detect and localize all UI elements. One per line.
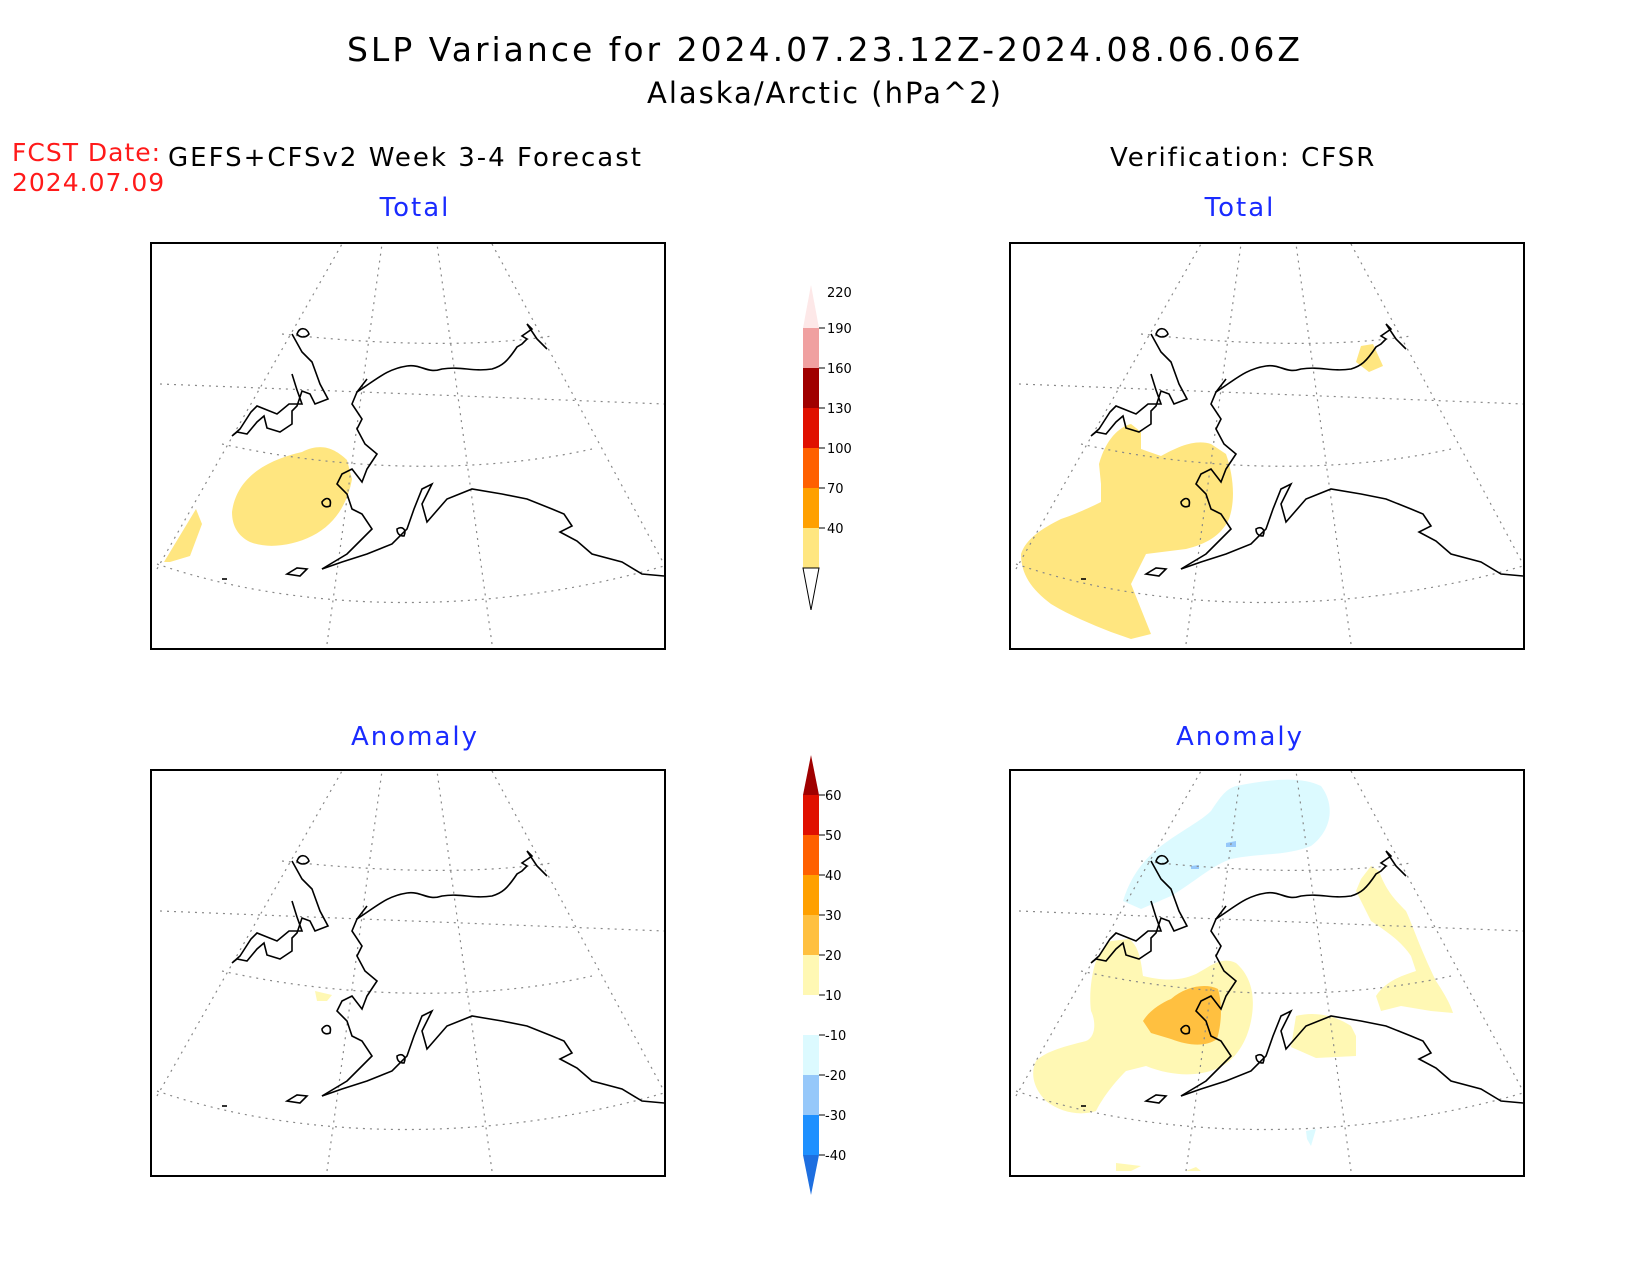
main-subtitle: Alaska/Arctic (hPa^2)	[647, 76, 1003, 110]
cbar-anomaly-label: 60	[825, 789, 842, 804]
cbar-anomaly-label: 10	[825, 989, 842, 1004]
cbar-total-160-190	[803, 368, 819, 408]
forecast-total-title: Total	[379, 193, 451, 223]
cbar-total-bottom-triangle	[802, 567, 820, 610]
fill-40-70	[164, 447, 352, 562]
coastline	[1081, 850, 1523, 1107]
coastline	[222, 323, 664, 580]
lat-lon-grid	[1015, 244, 1523, 645]
cbar-total-label: 100	[827, 442, 852, 457]
cbar-total-label: 160	[827, 362, 852, 377]
cbar-anomaly-label: -40	[825, 1149, 846, 1164]
cbar-anom-top-triangle	[803, 755, 819, 795]
cbar-total-70-100	[803, 488, 819, 528]
cbar-total-label: 130	[827, 402, 852, 417]
forecast-anomaly-map	[150, 769, 666, 1177]
verification-anomaly-map	[1009, 769, 1525, 1177]
main-title: SLP Variance for 2024.07.23.12Z-2024.08.…	[346, 30, 1304, 69]
cbar-total-190-220	[803, 328, 819, 368]
anomaly-colorbar: 60 50 40 30 20 10 -10 -20 -30 -40	[803, 755, 846, 1195]
fcst-date-value: 2024.07.09	[12, 168, 166, 197]
lat-lon-grid	[1015, 771, 1523, 1172]
forecast-total-map	[150, 242, 666, 650]
verification-total-map	[1009, 242, 1525, 650]
cbar-total-100-130	[803, 448, 819, 488]
cbar-anomaly-label: 40	[825, 869, 842, 884]
cbar-anomaly-label: 30	[825, 909, 842, 924]
fill-10-20	[1033, 866, 1453, 1171]
cbar-total-label: 190	[827, 322, 852, 337]
cbar-anomaly-label: -10	[825, 1029, 846, 1044]
lat-lon-grid	[156, 244, 664, 645]
lat-lon-grid	[156, 771, 664, 1172]
cbar-anom-neutral	[803, 995, 819, 1035]
fill-40-70	[1021, 344, 1383, 639]
cbar-total-label: 40	[827, 522, 844, 537]
forecast-anomaly-title: Anomaly	[350, 722, 480, 752]
cbar-anom-minus10-minus20	[803, 1035, 819, 1075]
cbar-anomaly-label: 20	[825, 949, 842, 964]
cbar-total-label: 70	[827, 482, 844, 497]
cbar-anom-30-40	[803, 875, 819, 915]
cbar-anom-bottom-triangle	[803, 1155, 819, 1195]
cbar-anom-50-60	[803, 795, 819, 835]
cbar-total-40-70	[803, 528, 819, 568]
cbar-anom-10-20	[803, 955, 819, 995]
cbar-anom-40-50	[803, 835, 819, 875]
coastline	[1081, 323, 1523, 580]
forecast-heading: GEFS+CFSv2 Week 3-4 Forecast	[168, 143, 643, 173]
cbar-anom-minus20-minus30	[803, 1075, 819, 1115]
total-colorbar: 40 70 100 130 160 190 220	[802, 285, 852, 610]
cbar-anomaly-label: -30	[825, 1109, 846, 1124]
verification-anomaly-title: Anomaly	[1175, 722, 1305, 752]
cbar-total-label: 220	[827, 286, 852, 301]
cbar-total-top-triangle	[803, 285, 819, 328]
cbar-anomaly-label: 50	[825, 829, 842, 844]
cbar-anom-minus30-minus40	[803, 1115, 819, 1155]
fill-10-20	[315, 991, 332, 1001]
coastline	[222, 850, 664, 1107]
verification-total-title: Total	[1204, 193, 1276, 223]
fcst-date-label: FCST Date:	[12, 138, 162, 167]
cbar-total-130-160	[803, 408, 819, 448]
verification-heading: Verification: CFSR	[1110, 143, 1377, 173]
cbar-anom-20-30	[803, 915, 819, 955]
cbar-anomaly-label: -20	[825, 1069, 846, 1084]
